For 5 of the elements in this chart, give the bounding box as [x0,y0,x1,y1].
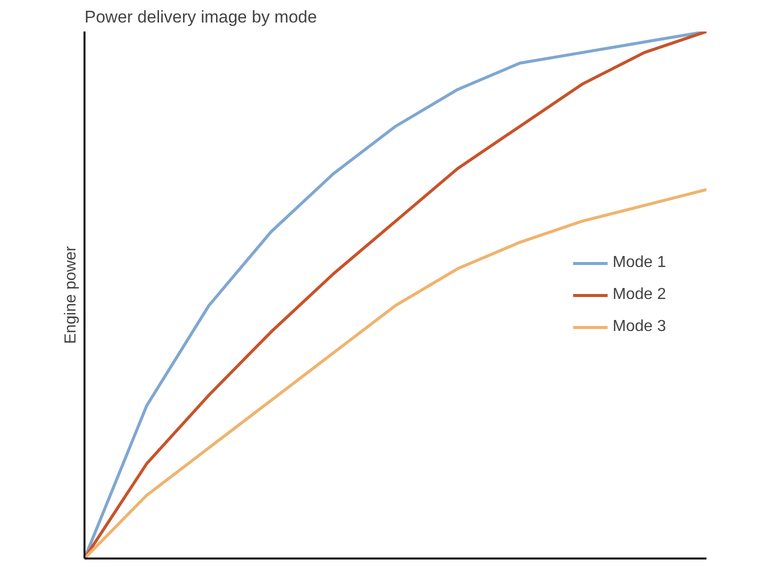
legend-label: Mode 2 [612,286,666,304]
y-axis-title: Engine power [62,245,80,344]
legend-label: Mode 1 [612,254,666,272]
legend-label: Mode 3 [612,318,666,336]
chart-title: Power delivery image by mode [84,8,317,26]
